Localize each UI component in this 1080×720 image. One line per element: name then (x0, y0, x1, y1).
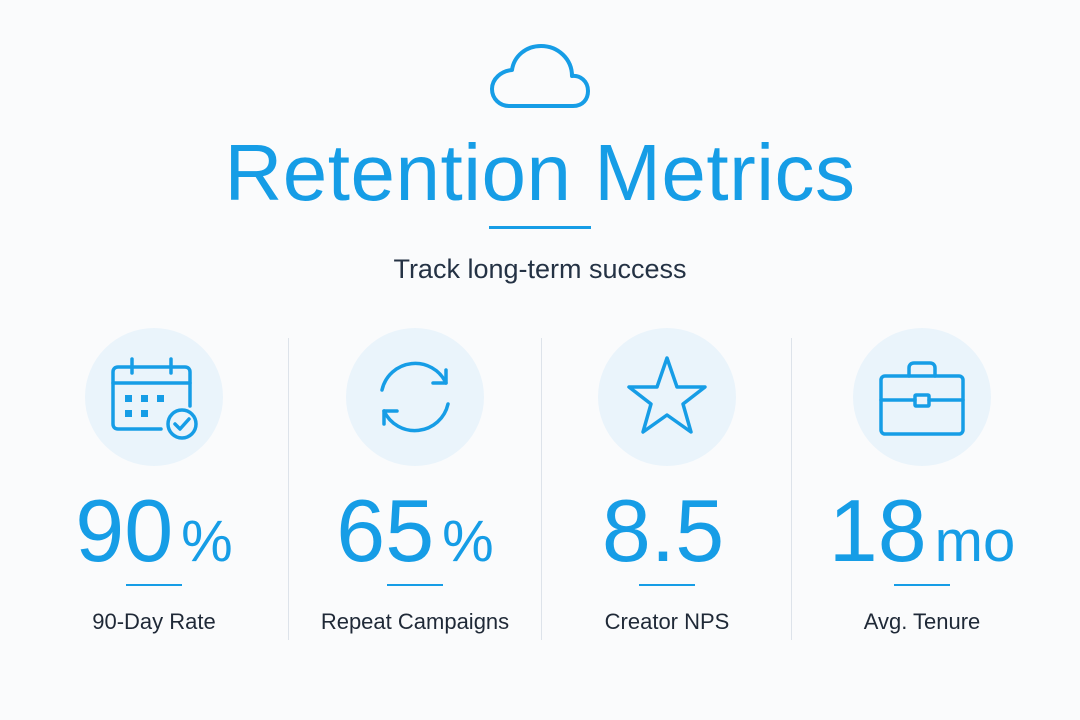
title-underline (489, 226, 591, 229)
metric-value: 90% (75, 481, 233, 580)
metric-unit: % (442, 509, 494, 574)
briefcase-icon (879, 361, 965, 436)
page-title: Retention Metrics (224, 128, 856, 217)
icon-circle (598, 328, 736, 466)
metric-repeat-campaigns: 65% Repeat Campaigns (290, 328, 540, 648)
metric-underline (894, 584, 950, 586)
metric-unit: mo (934, 509, 1016, 574)
metric-90-day-rate: 90% 90-Day Rate (29, 328, 279, 648)
metric-value: 8.5 (601, 481, 725, 580)
metric-unit: % (181, 509, 233, 574)
column-divider (791, 338, 792, 640)
metric-creator-nps: 8.5 Creator NPS (542, 328, 792, 648)
metric-label: Creator NPS (604, 609, 730, 634)
metric-value: 65% (336, 481, 494, 580)
metric-underline (387, 584, 443, 586)
metric-label: 90-Day Rate (92, 609, 216, 634)
metric-underline (126, 584, 182, 586)
cloud-icon (490, 44, 590, 108)
column-divider (541, 338, 542, 640)
star-icon (627, 356, 707, 434)
metric-underline (639, 584, 695, 586)
icon-circle (85, 328, 223, 466)
metric-label: Avg. Tenure (863, 609, 981, 634)
metric-label: Repeat Campaigns (320, 609, 510, 634)
column-divider (288, 338, 289, 640)
metric-value: 18 mo (828, 481, 1016, 580)
calendar-check-icon (111, 357, 198, 440)
icon-circle (853, 328, 991, 466)
page-subtitle: Track long-term success (393, 254, 687, 284)
refresh-icon (380, 361, 450, 433)
metric-avg-tenure: 18 mo Avg. Tenure (797, 328, 1047, 648)
icon-circle (346, 328, 484, 466)
